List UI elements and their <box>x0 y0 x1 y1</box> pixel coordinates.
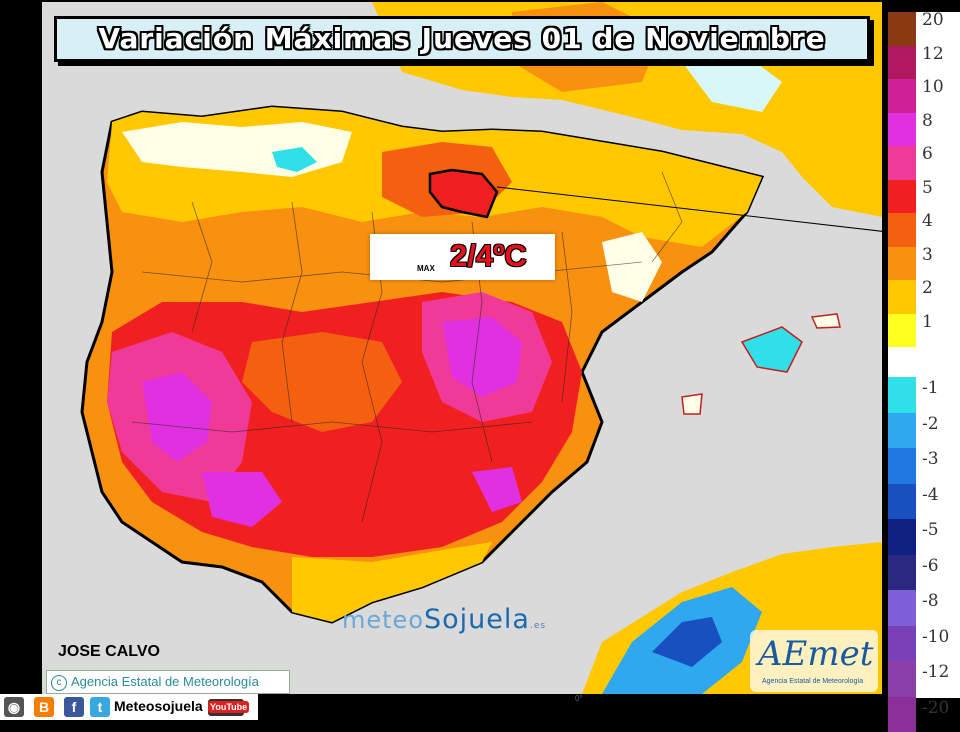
legend-swatch <box>888 377 916 413</box>
callout-value: 2/4ºC <box>450 238 527 274</box>
legend-swatch <box>888 247 916 281</box>
legend-label: -5 <box>922 520 939 540</box>
legend-label: -12 <box>922 662 949 682</box>
temperature-callout: 2/4ºC MAX <box>370 234 555 280</box>
map-frame: Variación Máximas Jueves 01 de Noviembre… <box>42 2 882 694</box>
blogger-icon[interactable]: B <box>34 697 54 717</box>
watermark-tld: .es <box>530 621 546 631</box>
legend-label: 3 <box>922 245 933 265</box>
temperature-variation-map <box>42 2 882 694</box>
legend-swatch <box>888 113 916 147</box>
legend-swatch <box>888 590 916 626</box>
legend-label: -1 <box>922 378 939 398</box>
facebook-icon[interactable]: f <box>64 697 84 717</box>
legend-label: -20 <box>922 698 949 718</box>
author-credit: JOSE CALVO <box>58 643 160 661</box>
legend-swatch <box>888 280 916 314</box>
legend-swatch <box>888 12 916 46</box>
copyright-icon: c <box>51 675 67 691</box>
legend-label: -6 <box>922 556 939 576</box>
meteosojuela-watermark: meteoSojuela.es <box>342 604 546 635</box>
legend-swatch <box>888 661 916 697</box>
legend-label: 10 <box>922 77 944 97</box>
legend-swatch <box>888 519 916 555</box>
legend-label: 6 <box>922 144 933 164</box>
legend-swatch <box>888 314 916 348</box>
legend-swatch <box>888 697 916 732</box>
legend-label: -10 <box>922 627 949 647</box>
legend-swatch <box>888 413 916 449</box>
aemet-logo: AEmet Agencia Estatal de Meteorología <box>750 630 878 692</box>
agency-copyright: c Agencia Estatal de Meteorología <box>46 670 290 694</box>
youtube-icon[interactable]: YouTube <box>208 699 244 716</box>
bottom-coordinate-label: 0° <box>575 694 583 703</box>
social-account-name[interactable]: Meteosojuela <box>114 698 203 714</box>
legend-swatch <box>888 79 916 113</box>
aemet-logo-subtitle: Agencia Estatal de Meteorología <box>762 678 863 685</box>
ibiza-island <box>682 394 702 414</box>
legend-label: -8 <box>922 591 939 611</box>
legend-swatch <box>888 626 916 662</box>
social-bar: ◉ B f t Meteosojuela YouTube <box>0 694 258 720</box>
legend-label: -2 <box>922 414 939 434</box>
legend-swatch <box>888 180 916 214</box>
legend-swatch <box>888 555 916 591</box>
legend-label: 12 <box>922 44 944 64</box>
legend-label: 8 <box>922 111 933 131</box>
watermark-part2: Sojuela <box>424 604 530 635</box>
legend-label: 1 <box>922 312 933 332</box>
legend-label: 5 <box>922 178 933 198</box>
legend-label: 4 <box>922 211 933 231</box>
watermark-part1: meteo <box>342 606 424 634</box>
legend-swatch <box>888 448 916 484</box>
legend-swatch <box>888 146 916 180</box>
legend-label: 2 <box>922 278 933 298</box>
map-title: Variación Máximas Jueves 01 de Noviembre <box>54 16 870 62</box>
legend-swatch <box>888 213 916 247</box>
legend-label: 20 <box>922 10 944 30</box>
callout-max-label: MAX <box>417 264 435 273</box>
youtube-label: YouTube <box>208 701 249 713</box>
agency-name: Agencia Estatal de Meteorología <box>71 674 259 689</box>
legend-label: -3 <box>922 449 939 469</box>
legend-label: -4 <box>922 485 939 505</box>
twitter-icon[interactable]: t <box>90 697 110 717</box>
instagram-icon[interactable]: ◉ <box>4 697 24 717</box>
menorca-island <box>812 314 840 328</box>
legend-swatch <box>888 484 916 520</box>
legend-swatch <box>888 46 916 80</box>
aemet-logo-text: AEmet <box>758 634 873 674</box>
